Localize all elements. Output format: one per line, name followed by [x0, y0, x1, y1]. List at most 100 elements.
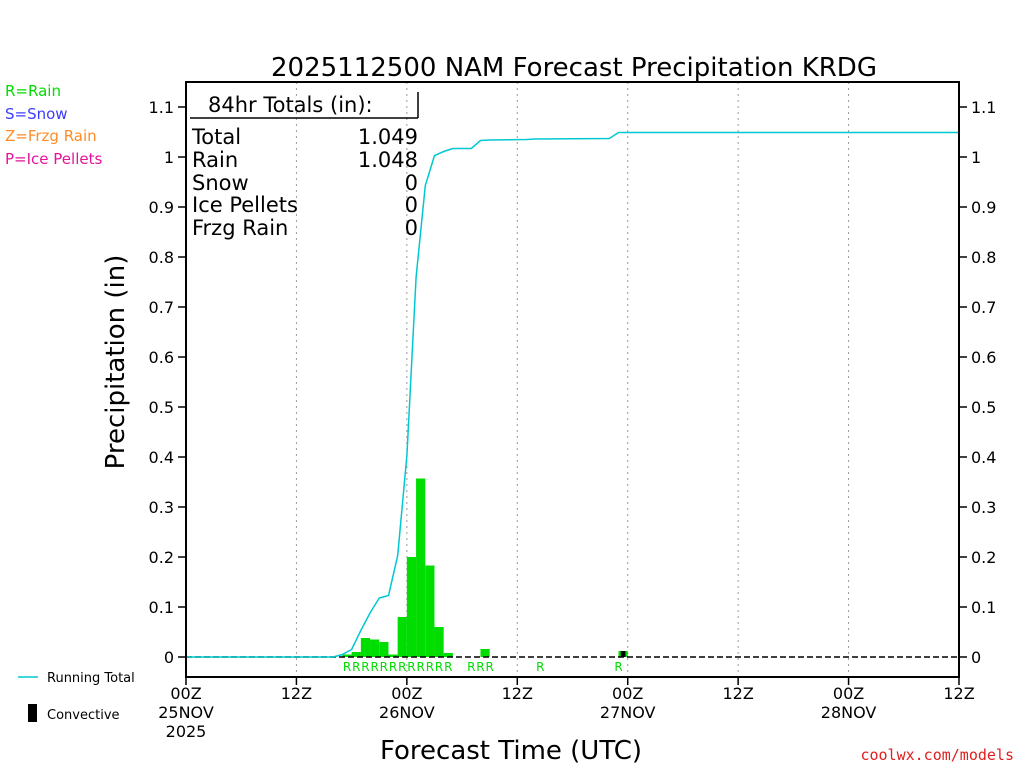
plot-border: [185, 81, 960, 678]
ptype-marker: R: [370, 660, 378, 674]
ptype-marker: R: [380, 660, 388, 674]
totals-row-label: Total: [191, 125, 241, 149]
y-axis-ticks: 0 00.1 0.10.2 0.20.3 0.30.4 0.40.5 0.50.6 0.60.…: [149, 98, 997, 667]
totals-row-value: 1.049: [358, 125, 418, 149]
precip-bar: [416, 478, 426, 657]
legend-frzg: Z=Frzg Rain: [5, 127, 97, 145]
legend-ice: P=Ice Pellets: [5, 150, 102, 168]
y-tick-label-right: 0.7: [971, 298, 996, 317]
ptype-marker: R: [407, 660, 415, 674]
x-tick-label: 00Z: [612, 684, 643, 703]
y-tick-label-right: 1: [971, 148, 981, 167]
running-total-series: [186, 131, 959, 658]
x-tick-label: 12Z: [722, 684, 753, 703]
y-tick-label-right: 0.2: [971, 548, 996, 567]
y-tick-label-left: 0.2: [149, 548, 174, 567]
x-tick-label: 26NOV: [379, 703, 435, 722]
precip-bar: [351, 652, 361, 657]
ptype-marker: R: [476, 660, 484, 674]
precip-bar: [425, 565, 435, 657]
y-tick-label-left: 0.6: [149, 348, 174, 367]
ptype-marker: R: [467, 660, 475, 674]
precip-bar: [397, 617, 407, 657]
ptype-marker: R: [614, 660, 622, 674]
y-tick-label-left: 0.4: [149, 448, 174, 467]
plot-frame: [185, 81, 960, 678]
y-tick-label-right: 0.1: [971, 598, 996, 617]
x-tick-label: 25NOV: [158, 703, 214, 722]
totals-header: 84hr Totals (in):: [208, 93, 373, 117]
convective-swatch: [28, 704, 37, 722]
x-tick-label: 00Z: [391, 684, 422, 703]
ptype-marker: R: [426, 660, 434, 674]
precip-bar: [360, 638, 371, 657]
series-legend: Running Total Convective: [18, 671, 135, 723]
y-tick-label-left: 0.5: [149, 398, 174, 417]
y-tick-label-right: 0.8: [971, 248, 996, 267]
y-tick-label-right: 0.5: [971, 398, 996, 417]
precip-bar: [379, 642, 389, 657]
ptype-legend: R=Rain S=Snow Z=Frzg Rain P=Ice Pellets: [5, 82, 102, 168]
x-tick-label: 12Z: [281, 684, 312, 703]
ptype-marker: R: [352, 660, 360, 674]
ptype-marker: R: [486, 660, 494, 674]
x-tick-label: 12Z: [502, 684, 533, 703]
legend-snow: S=Snow: [5, 105, 68, 123]
y-tick-label-right: 0.4: [971, 448, 996, 467]
totals-row-label: Rain: [192, 148, 238, 172]
ptype-marker: R: [361, 660, 369, 674]
totals-row-value: 0: [405, 193, 418, 217]
ptype-marker: R: [435, 660, 443, 674]
y-axis-label: Precipitation (in): [101, 255, 131, 470]
x-tick-label: 27NOV: [600, 703, 656, 722]
running-total-legend-label: Running Total: [47, 671, 135, 686]
totals-row-label: Snow: [192, 171, 249, 195]
ptype-marker: R: [398, 660, 406, 674]
ptype-marker: R: [444, 660, 452, 674]
y-tick-label-left: 0.9: [149, 198, 174, 217]
y-tick-label-right: 0.3: [971, 498, 996, 517]
y-tick-label-left: 1.1: [149, 98, 174, 117]
y-tick-label-right: 0: [971, 648, 981, 667]
precip-bar: [388, 654, 398, 657]
totals-row-value: 0: [405, 171, 418, 195]
y-tick-label-left: 0.1: [149, 598, 174, 617]
y-tick-label-left: 0: [164, 648, 174, 667]
convective-legend-label: Convective: [47, 708, 120, 723]
totals-row-label: Ice Pellets: [192, 193, 298, 217]
precip-bar: [480, 649, 490, 657]
precip-bar: [406, 557, 417, 657]
precip-bar: [370, 639, 380, 657]
x-tick-label: 00Z: [833, 684, 864, 703]
ptype-marker: R: [536, 660, 544, 674]
precip-bar: [434, 627, 444, 657]
totals-row-value: 1.048: [358, 148, 418, 172]
x-tick-label: 12Z: [943, 684, 974, 703]
precip-bars: [342, 478, 628, 657]
chart-title: 2025112500 NAM Forecast Precipitation KR…: [271, 53, 877, 83]
ptype-marker: R: [343, 660, 351, 674]
ptype-marker: R: [389, 660, 397, 674]
y-tick-label-right: 1.1: [971, 98, 996, 117]
y-tick-label-left: 0.8: [149, 248, 174, 267]
x-tick-label: 2025: [166, 722, 207, 741]
credit-text: coolwx.com/models: [860, 746, 1014, 764]
running-total-line: [186, 131, 959, 658]
y-tick-label-right: 0.9: [971, 198, 996, 217]
x-tick-label: 00Z: [170, 684, 201, 703]
precip-bar: [443, 653, 453, 657]
totals-box: 84hr Totals (in): Total 1.049 Rain 1.048…: [190, 92, 419, 240]
convective-bar: [620, 651, 626, 657]
totals-row-label: Frzg Rain: [192, 216, 288, 240]
y-tick-label-left: 0.7: [149, 298, 174, 317]
totals-row-value: 0: [405, 216, 418, 240]
y-tick-label-right: 0.6: [971, 348, 996, 367]
x-axis-label: Forecast Time (UTC): [380, 736, 642, 766]
x-tick-label: 28NOV: [821, 703, 877, 722]
legend-rain: R=Rain: [5, 82, 61, 100]
y-tick-label-left: 1: [164, 148, 174, 167]
ptype-marker: R: [416, 660, 424, 674]
